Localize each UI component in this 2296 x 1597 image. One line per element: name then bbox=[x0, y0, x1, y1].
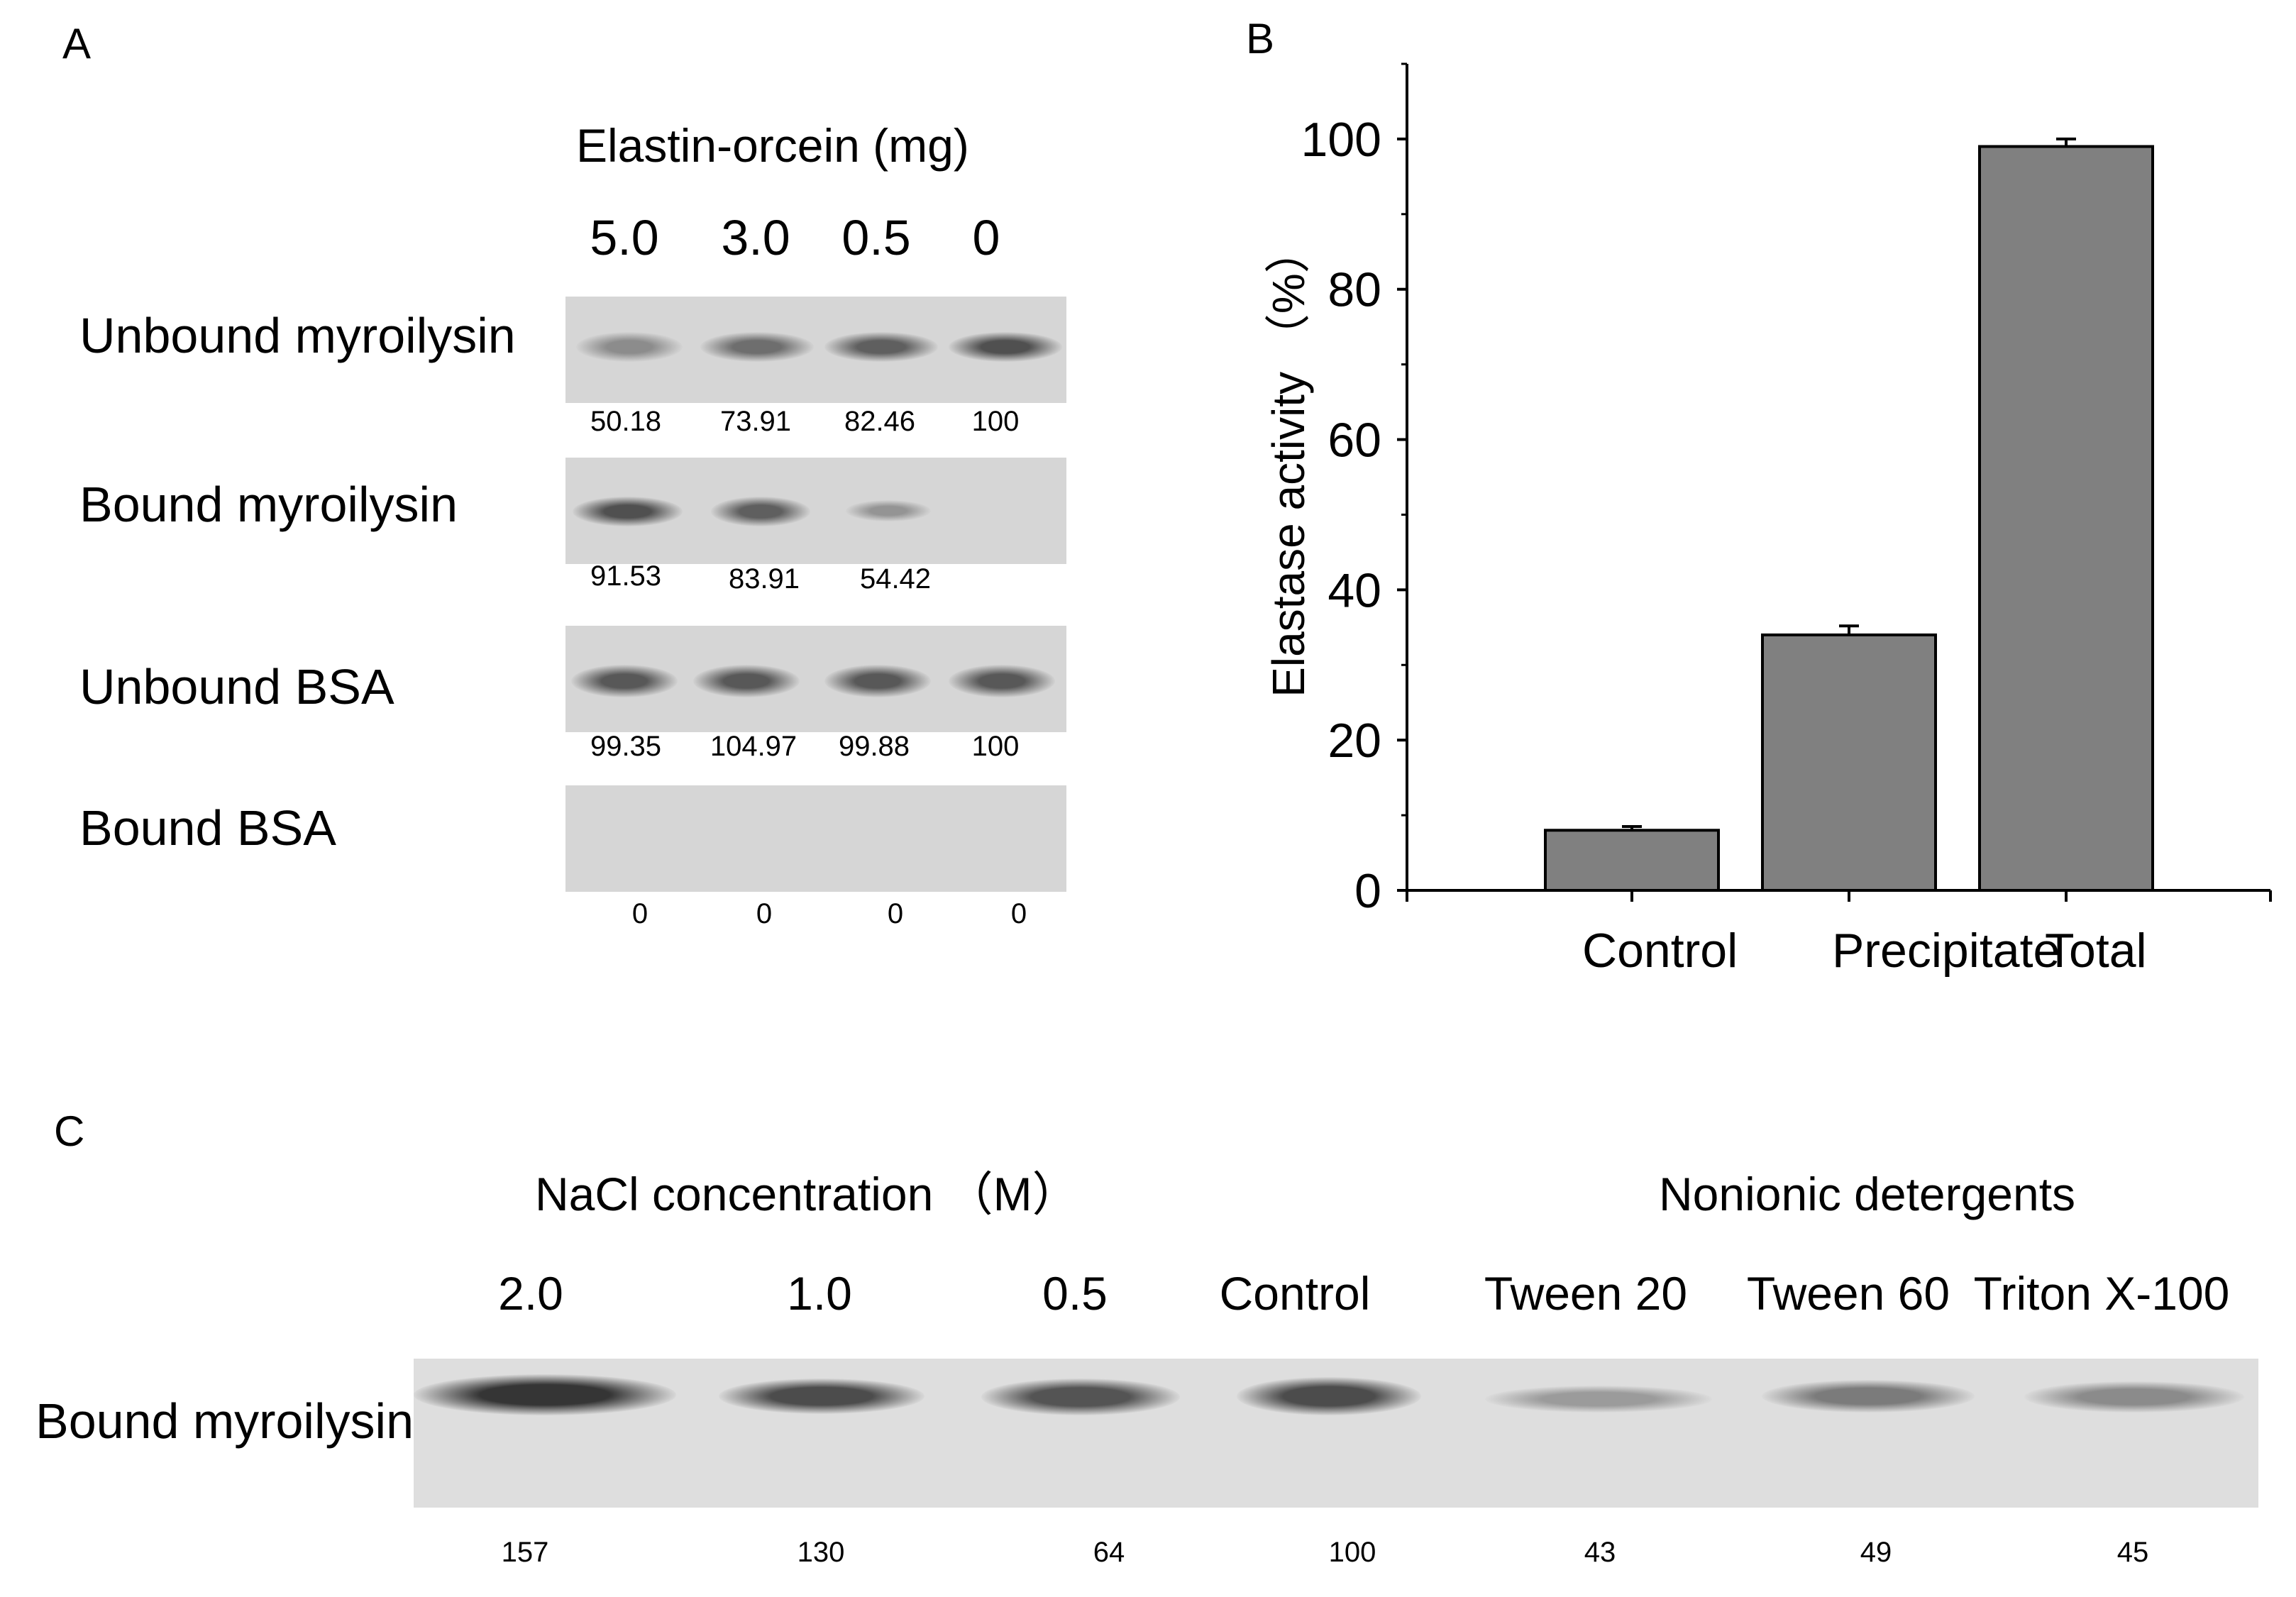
panel-a-title: Elastin-orcein (mg) bbox=[576, 119, 969, 172]
quant-value: 99.88 bbox=[838, 731, 910, 762]
quant-value: 45 bbox=[2116, 1537, 2149, 1568]
group-label-detergents: Nonionic detergents bbox=[1659, 1168, 2076, 1220]
x-tick-label: Control bbox=[1582, 924, 1738, 978]
quant-value: 73.91 bbox=[719, 406, 792, 437]
quant-value: 91.53 bbox=[590, 560, 662, 592]
gel-strip-bound-bsa bbox=[565, 785, 1066, 892]
quant-value: 99.35 bbox=[590, 731, 662, 762]
quant-value: 50.18 bbox=[590, 406, 662, 437]
gel-band bbox=[719, 1378, 925, 1414]
quant-value: 130 bbox=[797, 1537, 845, 1568]
row-label-unbound-bsa: Unbound BSA bbox=[79, 659, 394, 714]
y-tick-label: 0 bbox=[1354, 864, 1381, 918]
panel-a-letter: A bbox=[62, 20, 92, 67]
gel-band bbox=[1762, 1380, 1975, 1413]
quant-value: 43 bbox=[1584, 1537, 1616, 1568]
bar-chart: Elastase activity （%） 0 20 40 60 80 100 Contr… bbox=[1263, 62, 2272, 978]
y-tick-label: 60 bbox=[1328, 414, 1381, 468]
y-tick-label: 80 bbox=[1328, 263, 1381, 317]
y-tick-label: 20 bbox=[1328, 714, 1381, 768]
lane-header: Tween 60 bbox=[1746, 1267, 1950, 1320]
gel-band bbox=[981, 1378, 1180, 1415]
quant-value: 100 bbox=[971, 406, 1020, 437]
gel-band bbox=[573, 497, 683, 526]
y-tick-label: 100 bbox=[1301, 113, 1381, 167]
gel-band bbox=[1237, 1377, 1421, 1415]
gel-strip-bound-myroilysin bbox=[565, 458, 1066, 564]
gel-band bbox=[846, 500, 931, 521]
lane-header: 0 bbox=[972, 210, 1000, 265]
gel-band bbox=[576, 332, 683, 362]
gel-band bbox=[2024, 1381, 2244, 1413]
x-tick-label: Total bbox=[2045, 924, 2147, 978]
quant-value: 100 bbox=[1328, 1537, 1376, 1568]
quant-value: 82.46 bbox=[844, 406, 916, 437]
row-label-bound-bsa: Bound BSA bbox=[79, 800, 336, 856]
y-tick-label: 40 bbox=[1328, 563, 1381, 617]
bars bbox=[1544, 137, 2154, 893]
row-label-bound-myroilysin: Bound myroilysin bbox=[79, 477, 458, 532]
bar-control bbox=[1544, 829, 1720, 892]
x-tick-label: Precipitate bbox=[1832, 924, 2060, 978]
panel-b-letter: B bbox=[1246, 15, 1275, 62]
gel-band bbox=[571, 665, 678, 697]
lane-header: 5.0 bbox=[590, 210, 659, 265]
lane-header: 0.5 bbox=[841, 210, 911, 265]
quant-value: 104.97 bbox=[710, 731, 797, 762]
bar-precipitate bbox=[1761, 633, 1937, 893]
y-axis-label: Elastase activity （%） bbox=[1263, 228, 1314, 697]
lane-header: Triton X-100 bbox=[1973, 1267, 2230, 1320]
quant-value: 49 bbox=[1860, 1537, 1892, 1568]
lane-header: 1.0 bbox=[787, 1267, 852, 1320]
bar-total bbox=[1978, 145, 2154, 892]
lane-header: 0.5 bbox=[1042, 1267, 1108, 1320]
gel-strip-unbound-myroilysin bbox=[565, 297, 1066, 403]
quant-value: 0 bbox=[887, 898, 904, 929]
quant-value: 64 bbox=[1093, 1537, 1125, 1568]
row-label-bound-myroilysin-c: Bound myroilysin bbox=[35, 1393, 414, 1449]
group-label-nacl: NaCl concentration （M） bbox=[535, 1168, 1079, 1220]
lane-header: 2.0 bbox=[498, 1267, 563, 1320]
gel-band bbox=[711, 497, 810, 526]
y-axis: 0 20 40 60 80 100 bbox=[1301, 62, 1407, 918]
gel-strip-panel-c bbox=[414, 1359, 2258, 1508]
gel-band bbox=[1485, 1386, 1712, 1413]
gel-band bbox=[414, 1374, 676, 1415]
gel-band bbox=[700, 332, 814, 362]
quant-value: 54.42 bbox=[859, 563, 932, 595]
quant-value: 0 bbox=[756, 898, 773, 929]
gel-band bbox=[824, 665, 931, 697]
panel-c-letter: C bbox=[54, 1107, 85, 1155]
lane-header: Tween 20 bbox=[1484, 1267, 1688, 1320]
gel-band bbox=[693, 665, 800, 697]
quant-value: 0 bbox=[631, 898, 648, 929]
gel-band bbox=[949, 665, 1055, 697]
row-label-unbound-myroilysin: Unbound myroilysin bbox=[79, 308, 516, 363]
gel-strip-unbound-bsa bbox=[565, 626, 1066, 732]
quant-value: 157 bbox=[501, 1537, 549, 1568]
gel-band bbox=[949, 332, 1062, 362]
lane-header: Control bbox=[1219, 1267, 1371, 1320]
quant-value: 0 bbox=[1010, 898, 1027, 929]
gel-band bbox=[824, 332, 938, 362]
quant-value: 100 bbox=[971, 731, 1020, 762]
quant-value: 83.91 bbox=[728, 563, 800, 595]
lane-header: 3.0 bbox=[721, 210, 790, 265]
